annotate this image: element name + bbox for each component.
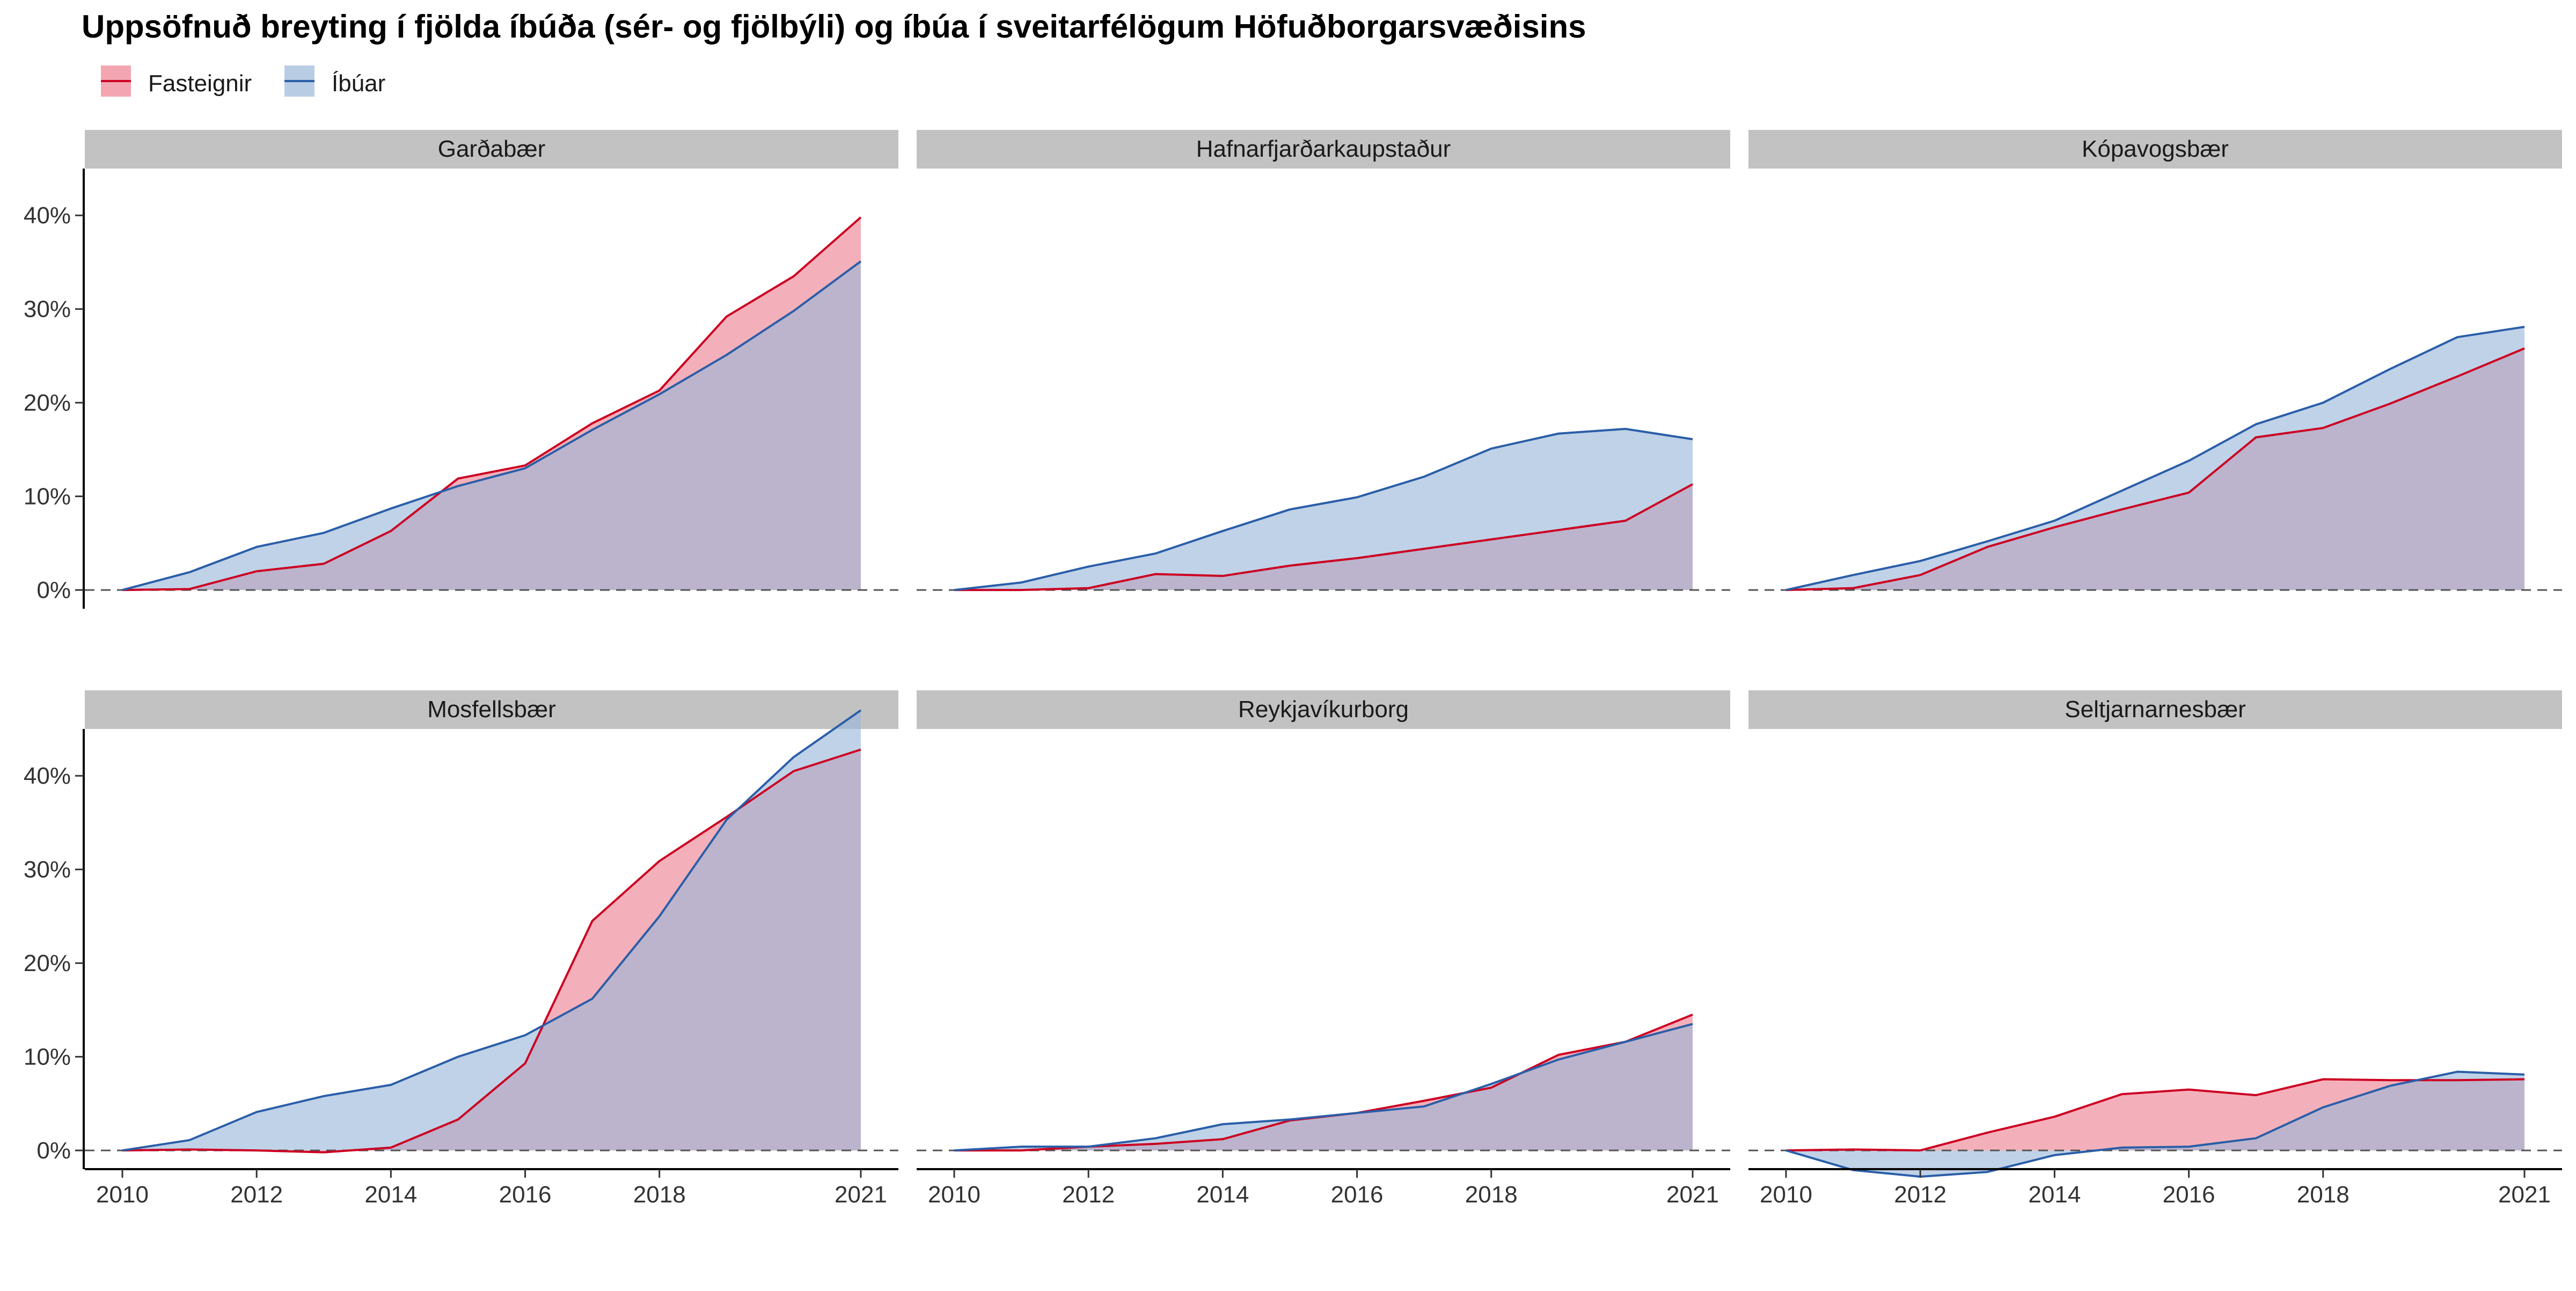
panel-reykjavikurborg: Reykjavíkurborg 2010 2012 2014 2016 2018 2021 bbox=[917, 690, 1730, 1208]
area-ibuar-seltjarnarnesbaer bbox=[1786, 1071, 2524, 1177]
x-tick-label-seltjarnarnesbaer: 2010 bbox=[1760, 1181, 1812, 1208]
area-ibuar-mosfellsbaer bbox=[122, 710, 861, 1151]
line-ibuar-hafnarfjardarkaupstadur bbox=[954, 428, 1693, 592]
x-tick-label-mosfellsbaer: 2018 bbox=[633, 1181, 686, 1208]
strip-mosfellsbaer bbox=[85, 690, 898, 729]
strip-label-hafnarfjardarkaupstadur: Hafnarfjarðarkaupstaður bbox=[1196, 136, 1451, 162]
y-tick-label-mosfellsbaer: 40% bbox=[24, 763, 71, 789]
panel-mosfellsbaer: Mosfellsbær 0% 10% 20% 30% 40% 2010 2012 2014 201… bbox=[24, 690, 898, 1208]
legend-label-fasteignir: Fasteignir bbox=[148, 70, 252, 97]
strip-label-gardabaer: Garðabær bbox=[438, 136, 546, 162]
y-tick-label-gardabaer: 0% bbox=[36, 577, 71, 603]
strip-label-seltjarnarnesbaer: Seltjarnarnesbær bbox=[2065, 696, 2246, 723]
line-ibuar-gardabaer bbox=[122, 260, 862, 592]
strip-label-kopavogsbaer: Kópavogsbær bbox=[2082, 136, 2229, 162]
x-tick-label-mosfellsbaer: 2016 bbox=[499, 1181, 552, 1208]
x-tick-label-mosfellsbaer: 2021 bbox=[835, 1181, 887, 1208]
panel-hafnarfjardarkaupstadur: Hafnarfjarðarkaupstaður bbox=[917, 130, 1730, 592]
line-fasteignir-seltjarnarnesbaer bbox=[1785, 1078, 2525, 1152]
panel-kopavogsbaer: Kópavogsbær bbox=[1748, 130, 2562, 592]
strip-hafnarfjardarkaupstadur bbox=[917, 130, 1730, 169]
panel-seltjarnarnesbaer: Seltjarnarnesbær 2010 2012 2014 2016 2018 2021 bbox=[1748, 690, 2562, 1208]
line-ibuar-seltjarnarnesbaer bbox=[1785, 1070, 2525, 1178]
line-ibuar-kopavogsbaer bbox=[1785, 325, 2525, 592]
x-tick-label-reykjavikurborg: 2010 bbox=[928, 1181, 980, 1208]
area-ibuar-hafnarfjardarkaupstadur bbox=[954, 429, 1693, 590]
strip-reykjavikurborg bbox=[917, 690, 1730, 729]
x-tick-label-seltjarnarnesbaer: 2014 bbox=[2028, 1181, 2081, 1208]
legend: Fasteignir Íbúar bbox=[101, 65, 385, 97]
x-tick-label-reykjavikurborg: 2014 bbox=[1196, 1181, 1249, 1208]
y-tick-label-gardabaer: 10% bbox=[24, 484, 71, 510]
x-tick-label-seltjarnarnesbaer: 2012 bbox=[1894, 1181, 1946, 1208]
x-tick-label-mosfellsbaer: 2012 bbox=[230, 1181, 283, 1208]
x-tick-label-reykjavikurborg: 2021 bbox=[1666, 1181, 1719, 1208]
strip-seltjarnarnesbaer bbox=[1748, 690, 2562, 729]
line-fasteignir-hafnarfjardarkaupstadur bbox=[954, 483, 1693, 592]
legend-item-ibuar[interactable]: Íbúar bbox=[284, 65, 385, 97]
x-tick-label-seltjarnarnesbaer: 2021 bbox=[2498, 1181, 2551, 1208]
x-tick-label-reykjavikurborg: 2012 bbox=[1062, 1181, 1115, 1208]
x-tick-label-seltjarnarnesbaer: 2018 bbox=[2297, 1181, 2350, 1208]
x-tick-label-reykjavikurborg: 2018 bbox=[1465, 1181, 1518, 1208]
y-tick-label-mosfellsbaer: 20% bbox=[24, 950, 71, 976]
panel-gardabaer: Garðabær 0% 10% 20% 30% 40% bbox=[24, 130, 898, 609]
x-tick-label-mosfellsbaer: 2014 bbox=[364, 1181, 417, 1208]
y-tick-label-mosfellsbaer: 10% bbox=[24, 1044, 71, 1070]
line-fasteignir-gardabaer bbox=[122, 216, 862, 592]
y-tick-label-gardabaer: 20% bbox=[24, 390, 71, 416]
line-ibuar-reykjavikurborg bbox=[954, 1023, 1693, 1152]
x-tick-label-mosfellsbaer: 2010 bbox=[96, 1181, 149, 1208]
chart-title: Uppsöfnuð breyting í fjölda íbúða (sér- … bbox=[82, 9, 1586, 45]
line-ibuar-mosfellsbaer bbox=[122, 709, 862, 1152]
strip-label-mosfellsbaer: Mosfellsbær bbox=[427, 696, 556, 723]
strip-kopavogsbaer bbox=[1748, 130, 2562, 169]
legend-item-fasteignir[interactable]: Fasteignir bbox=[101, 65, 252, 97]
area-ibuar-gardabaer bbox=[122, 261, 861, 590]
area-ibuar-kopavogsbaer bbox=[1786, 326, 2524, 590]
x-tick-label-reykjavikurborg: 2016 bbox=[1331, 1181, 1384, 1208]
y-tick-label-gardabaer: 40% bbox=[24, 202, 71, 229]
area-ibuar-reykjavikurborg bbox=[954, 1024, 1693, 1151]
legend-label-ibuar: Íbúar bbox=[332, 70, 385, 97]
strip-gardabaer bbox=[85, 130, 898, 169]
y-tick-label-gardabaer: 30% bbox=[24, 296, 71, 323]
facet-panels: Garðabær 0% 10% 20% 30% 40% Hafnarfjarðarkaups… bbox=[24, 130, 2562, 1208]
strip-label-reykjavikurborg: Reykjavíkurborg bbox=[1238, 696, 1409, 723]
line-fasteignir-kopavogsbaer bbox=[1785, 347, 2525, 592]
x-tick-label-seltjarnarnesbaer: 2016 bbox=[2163, 1181, 2215, 1208]
y-tick-label-mosfellsbaer: 0% bbox=[36, 1137, 71, 1164]
y-tick-label-mosfellsbaer: 30% bbox=[24, 857, 71, 883]
